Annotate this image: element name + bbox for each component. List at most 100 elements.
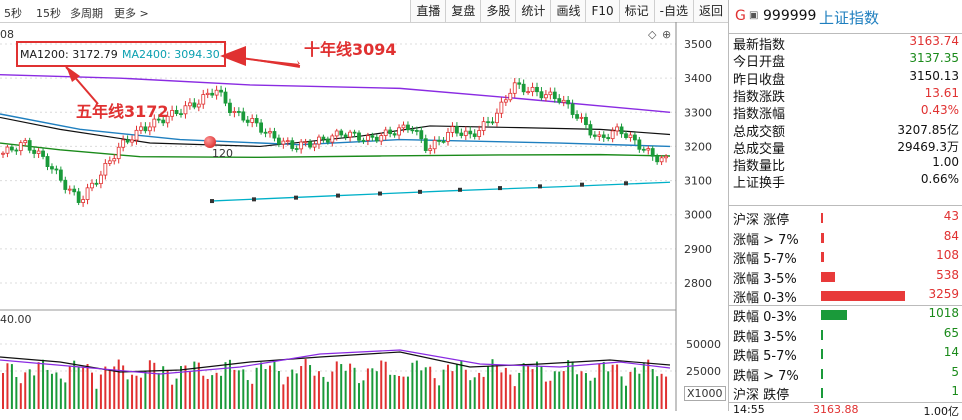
candle-body	[454, 126, 459, 134]
candle-body	[472, 133, 477, 137]
stat-row: 最新指数 3163.74	[729, 34, 962, 53]
candle-body	[659, 157, 664, 163]
candle-body	[23, 140, 28, 144]
ma-cyan-marker	[458, 187, 462, 192]
candle-body	[276, 137, 281, 145]
stat-value: 3207.85亿	[897, 122, 959, 137]
stat-value: 3137.35	[909, 51, 959, 66]
breadth-label: 跌幅 0-3%	[733, 310, 797, 325]
candle-body	[303, 141, 308, 144]
annotation-arrowhead-left	[66, 66, 80, 82]
candle-body	[85, 187, 90, 200]
stat-row: 总成交额 3207.85亿	[729, 121, 962, 140]
candle-body	[67, 188, 72, 191]
price-tick-label: 3500	[684, 38, 712, 51]
candle-body	[392, 133, 397, 136]
period-15s[interactable]: 15秒	[36, 7, 61, 20]
breadth-bar	[821, 213, 823, 223]
live-button[interactable]: 直播	[410, 0, 446, 22]
breadth-label: 涨幅 0-3%	[733, 291, 797, 307]
candle-body	[63, 179, 68, 190]
candle-body	[259, 122, 264, 133]
candle-body	[592, 134, 597, 137]
kline-chart[interactable]: 3500 3400 3300 3200 3100 3000 2900 2800 50000 250…	[0, 22, 728, 411]
section-divider	[729, 205, 962, 206]
period-5s[interactable]: 5秒	[4, 7, 22, 20]
low-point-label: 120	[212, 147, 233, 160]
candle-body	[54, 168, 59, 171]
candle-body	[637, 139, 642, 150]
ma-cyan-marker	[336, 193, 340, 198]
candle-body	[633, 134, 637, 141]
candle-body	[450, 126, 455, 133]
f10-button[interactable]: F10	[585, 0, 619, 22]
breadth-row: 涨幅 3-5% 538	[729, 268, 962, 287]
remove-watchlist-button[interactable]: -自选	[653, 0, 693, 22]
candle-body	[459, 132, 464, 136]
quote-header: G ▣ 999999 上证指数	[729, 0, 962, 34]
section-divider	[729, 402, 962, 403]
candle-body	[299, 141, 304, 150]
ma-cyan-line	[209, 181, 671, 202]
breadth-label: 沪深 涨停	[733, 213, 790, 228]
candle-body	[615, 126, 619, 132]
breadth-value: 84	[943, 228, 959, 243]
tick-row: 14:55 3163.88 1.00亿	[729, 403, 962, 420]
breadth-bar	[821, 252, 824, 263]
candle-body	[58, 169, 63, 181]
candle-body	[584, 116, 588, 125]
breadth-row: 涨幅 5-7% 108	[729, 248, 962, 267]
candle-body	[236, 111, 241, 113]
price-tick-label: 3400	[684, 72, 712, 85]
period-multi[interactable]: 多周期	[70, 7, 103, 20]
candle-body	[526, 91, 530, 94]
candle-body	[72, 188, 77, 193]
breadth-bar	[821, 329, 823, 340]
five-year-annotation: 五年线3172	[76, 102, 169, 121]
candle-body	[9, 146, 14, 151]
expand-icon[interactable]: ⊕	[662, 28, 672, 41]
candle-body	[552, 91, 557, 99]
ma-cyan-marker	[538, 184, 542, 189]
tick-volume: 1.00亿	[923, 405, 960, 418]
tick-time: 14:55	[733, 403, 765, 416]
candle-body	[597, 134, 602, 137]
candle-body	[90, 182, 94, 189]
candle-body	[294, 148, 299, 150]
candle-body	[370, 135, 375, 138]
candle-body	[646, 148, 651, 151]
breadth-row: 涨幅 0-3% 3259	[729, 287, 962, 307]
stat-label: 昨日收盘	[733, 72, 786, 88]
candle-body	[268, 131, 272, 134]
candle-body	[187, 102, 192, 107]
replay-button[interactable]: 复盘	[445, 0, 481, 22]
candle-body	[655, 155, 660, 163]
dropdown-icon[interactable]: ▣	[749, 10, 759, 21]
ma-cyan-marker	[498, 186, 502, 191]
period-more[interactable]: 更多 >	[114, 7, 149, 20]
candle-body	[610, 130, 615, 140]
candle-body	[103, 163, 108, 176]
candle-body	[1, 152, 5, 155]
stats-button[interactable]: 统计	[515, 0, 551, 22]
price-tick-label: 2800	[684, 277, 712, 290]
price-tick-label: 2900	[684, 243, 712, 256]
mark-button[interactable]: 标记	[618, 0, 654, 22]
candle-body	[156, 118, 161, 121]
candle-body	[165, 115, 170, 124]
candle-body	[414, 130, 419, 132]
stat-value: 0.66%	[920, 172, 959, 187]
draw-line-button[interactable]: 画线	[550, 0, 586, 22]
candle-body	[601, 134, 606, 138]
stat-value: 1.00	[932, 155, 959, 170]
candle-body	[214, 89, 219, 96]
candle-body	[18, 142, 23, 152]
candle-body	[250, 118, 255, 123]
candle-body	[357, 132, 361, 141]
candle-body	[41, 150, 45, 157]
candle-body	[134, 129, 139, 141]
multi-stock-button[interactable]: 多股	[480, 0, 516, 22]
candle-body	[486, 121, 490, 124]
diamond-icon[interactable]: ◇	[648, 28, 657, 41]
back-button[interactable]: 返回	[692, 0, 728, 22]
